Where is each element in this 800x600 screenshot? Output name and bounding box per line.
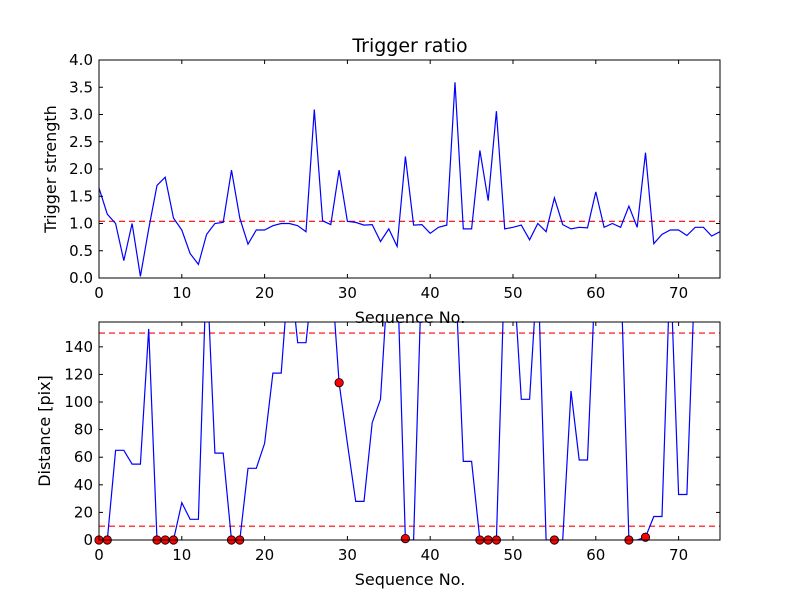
y-tick-label: 60 bbox=[74, 448, 93, 466]
data-point-marker bbox=[334, 378, 344, 388]
y-tick-label: 20 bbox=[74, 503, 93, 521]
data-point-marker bbox=[400, 534, 410, 544]
x-tick-label: 10 bbox=[172, 546, 191, 564]
x-axis-title: Sequence No. bbox=[355, 570, 466, 589]
x-tick-label: 40 bbox=[421, 546, 440, 564]
plot-area: 0 10 20 30 40 50 60 70 0.0 0.5 1.0 1.5 2.0 2.5 3.0 3.5 4… bbox=[69, 51, 721, 302]
data-point-marker bbox=[640, 532, 651, 542]
y-tick-label: 4.0 bbox=[69, 51, 93, 69]
y-tick-label: 2.5 bbox=[69, 133, 93, 151]
plot-clip-group bbox=[99, 322, 720, 540]
chart-title: Trigger ratio bbox=[351, 35, 467, 57]
y-axis-title: Distance [pix] bbox=[35, 375, 54, 487]
x-tick-label: 60 bbox=[586, 284, 605, 302]
x-tick-label: 70 bbox=[669, 546, 688, 564]
y-tick-label: 140 bbox=[64, 338, 93, 356]
x-tick-label: 30 bbox=[338, 546, 357, 564]
y-tick-label: 100 bbox=[64, 393, 93, 411]
y-tick-label: 1.5 bbox=[69, 187, 93, 205]
plot-area: 0 10 20 30 40 50 60 70 0 20 40 60 80 100 120 140 bbox=[64, 321, 721, 564]
y-tick-label: 3.0 bbox=[69, 106, 93, 124]
x-tick-label: 30 bbox=[338, 284, 357, 302]
x-axis-title: Sequence No. bbox=[355, 308, 466, 327]
axes-frame bbox=[98, 321, 721, 541]
y-tick-label: 1.0 bbox=[69, 215, 93, 233]
x-tick-label: 50 bbox=[503, 546, 522, 564]
x-tick-label: 50 bbox=[503, 284, 522, 302]
x-tick-label: 70 bbox=[669, 284, 688, 302]
x-tick-label: 20 bbox=[255, 546, 274, 564]
y-tick-label: 0.5 bbox=[69, 242, 93, 260]
y-tick-label: 2.0 bbox=[69, 160, 93, 178]
series-line bbox=[99, 322, 694, 540]
y-axis-title: Trigger strength bbox=[41, 105, 60, 234]
x-tick-label: 0 bbox=[94, 546, 104, 564]
distance-chart: 0 10 20 30 40 50 60 70 0 20 40 60 80 100 120 140 Sequen… bbox=[35, 321, 721, 589]
x-tick-label: 60 bbox=[586, 546, 605, 564]
x-tick-label: 20 bbox=[255, 284, 274, 302]
y-tick-label: 80 bbox=[74, 421, 93, 439]
y-tick-label: 120 bbox=[64, 365, 93, 383]
plot-clip-group bbox=[99, 82, 720, 277]
y-tick-label: 0 bbox=[83, 531, 93, 549]
x-tick-label: 0 bbox=[94, 284, 104, 302]
x-tick-label: 40 bbox=[421, 284, 440, 302]
y-tick-label: 40 bbox=[74, 476, 93, 494]
y-tick-label: 0.0 bbox=[69, 269, 93, 287]
x-tick-label: 10 bbox=[172, 284, 191, 302]
y-tick-label: 3.5 bbox=[69, 78, 93, 96]
series-line bbox=[99, 82, 720, 277]
